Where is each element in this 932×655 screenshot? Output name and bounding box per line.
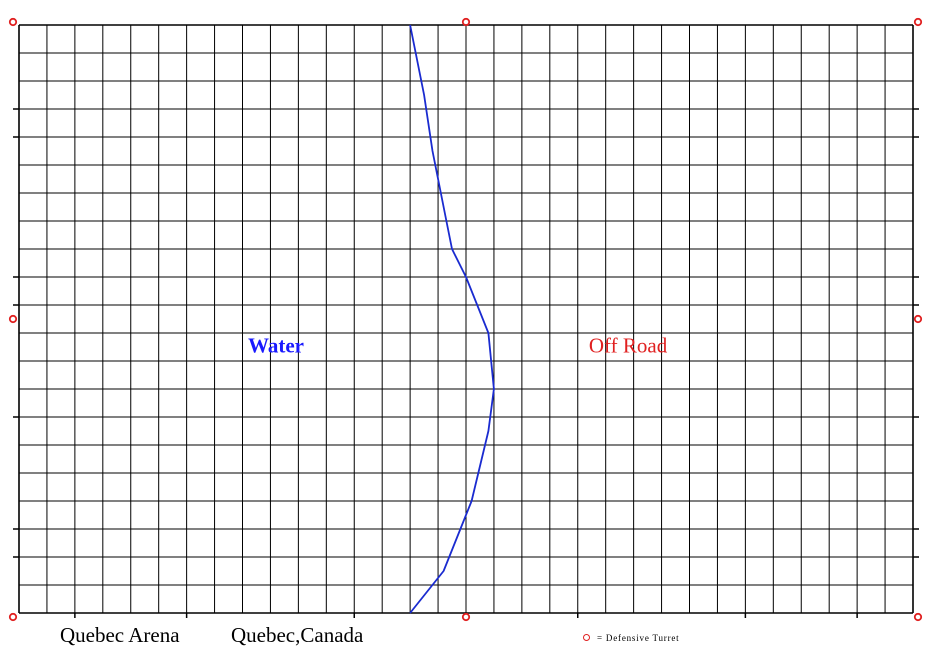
turret-icon [461,612,471,622]
arena-name: Quebec Arena [60,623,180,647]
legend-text: = Defensive Turret [597,633,680,643]
region-label-off-road: Off Road [589,334,668,358]
turret-icon [8,612,18,622]
turret-legend-icon [583,634,590,641]
region-label-water: Water [248,334,304,358]
turret-icon [913,314,923,324]
arena-location: Quebec,Canada [231,623,364,647]
shoreline-boundary [409,24,495,614]
turret-icon [461,17,471,27]
turret-icon [8,314,18,324]
turret-icon [913,17,923,27]
turret-icon [8,17,18,27]
turret-icon [913,612,923,622]
